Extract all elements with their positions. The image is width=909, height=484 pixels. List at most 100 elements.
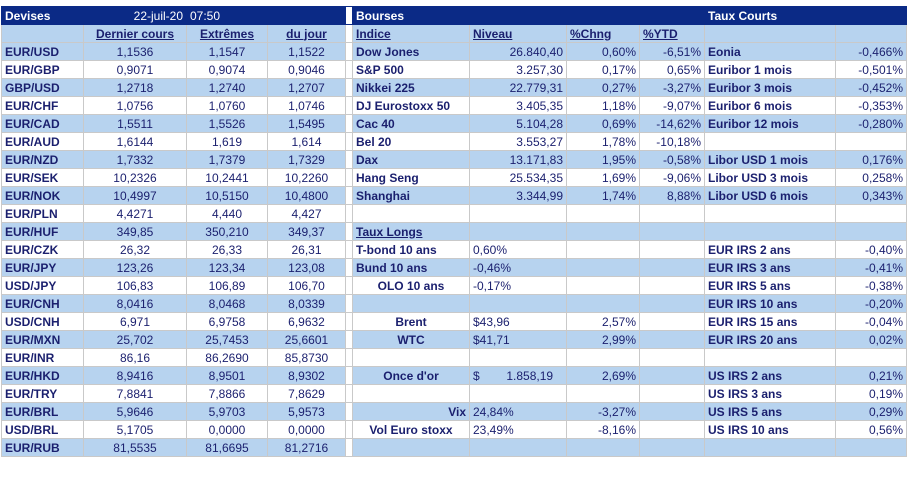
instrument-level [469,294,567,313]
day-high: 10,2441 [186,168,268,187]
pct-ytd [639,384,705,403]
instrument-name [352,384,470,403]
rate-name: EUR IRS 3 ans [704,258,836,277]
rate-value: -0,04% [835,312,907,331]
day-low: 25,6601 [267,330,346,349]
day-high: 350,210 [186,222,268,241]
currency-pair: EUR/BRL [1,402,84,421]
report-time: 07:50 [186,6,268,25]
rate-name: US IRS 10 ans [704,420,836,439]
day-high: 81,6695 [186,438,268,457]
day-high: 5,9703 [186,402,268,421]
day-low: 8,9302 [267,366,346,385]
day-low: 81,2716 [267,438,346,457]
instrument-name: DJ Eurostoxx 50 [352,96,470,115]
currency-pair: EUR/HKD [1,366,84,385]
instrument-level: 24,84% [469,402,567,421]
table-row: EUR/TRY 7,8841 7,8866 7,8629 US IRS 3 ans 0,1… [1,384,907,403]
instrument-level: 3.405,35 [469,96,567,115]
rate-name: EUR IRS 10 ans [704,294,836,313]
rate-value [835,348,907,367]
rate-name: Euribor 6 mois [704,96,836,115]
day-high: 1,5526 [186,114,268,133]
pct-ytd [639,276,705,295]
last-price: 26,32 [83,240,187,259]
currency-pair: EUR/USD [1,42,84,61]
rate-value: 0,02% [835,330,907,349]
day-high: 7,8866 [186,384,268,403]
instrument-name: Brent [352,312,470,331]
table-row: EUR/JPY 123,26 123,34 123,08 Bund 10 ans -0,4… [1,258,907,277]
table-row: EUR/USD 1,1536 1,1547 1,1522 Dow Jones 26.840… [1,42,907,61]
instrument-name: Vix [352,402,470,421]
pct-change: 1,74% [566,186,640,205]
pct-ytd: 8,88% [639,186,705,205]
instrument-name [352,438,470,457]
instrument-level: 5.104,28 [469,114,567,133]
day-high: 0,9074 [186,60,268,79]
pct-change: 1,78% [566,132,640,151]
currency-pair: EUR/HUF [1,222,84,241]
instrument-level [469,204,567,223]
instrument-level: 25.534,35 [469,168,567,187]
pct-change [566,276,640,295]
pct-change [566,294,640,313]
devises-title: Devises [1,6,84,25]
instrument-level: 23,49% [469,420,567,439]
rate-name: EUR IRS 15 ans [704,312,836,331]
pct-ytd [639,420,705,439]
last-price: 106,83 [83,276,187,295]
header-row: Devises 22-juil-20 07:50 Bourses Taux Co… [1,6,907,25]
instrument-level [469,384,567,403]
pct-change [566,384,640,403]
instrument-level: -0,17% [469,276,567,295]
instrument-name [352,294,470,313]
rate-value: -0,353% [835,96,907,115]
rate-name: Eonia [704,42,836,61]
currency-pair: EUR/NOK [1,186,84,205]
pct-change: 2,57% [566,312,640,331]
rate-name: US IRS 3 ans [704,384,836,403]
instrument-name [352,348,470,367]
col-niveau: Niveau [469,24,567,43]
last-price: 5,9646 [83,402,187,421]
last-price: 5,1705 [83,420,187,439]
instrument-name: Dax [352,150,470,169]
rate-value: -0,452% [835,78,907,97]
currency-pair: EUR/JPY [1,258,84,277]
pct-ytd [639,330,705,349]
day-high: 8,9501 [186,366,268,385]
market-table: Devises 22-juil-20 07:50 Bourses Taux Co… [1,6,907,457]
col-extremes: Extrêmes [186,24,268,43]
day-high: 123,34 [186,258,268,277]
taux-longs-title: Taux Longs [352,222,470,241]
instrument-level [469,438,567,457]
rate-name: EUR IRS 2 ans [704,240,836,259]
rate-name: Libor USD 6 mois [704,186,836,205]
pct-change: 1,95% [566,150,640,169]
day-low: 0,9046 [267,60,346,79]
col-dernier-cours: Dernier cours [83,24,187,43]
currency-pair: EUR/CNH [1,294,84,313]
instrument-level: -0,46% [469,258,567,277]
table-row: EUR/NZD 1,7332 1,7379 1,7329 Dax 13.171,83 1,9… [1,150,907,169]
pct-ytd: -9,06% [639,168,705,187]
table-row: EUR/SEK 10,2326 10,2441 10,2260 Hang Seng 25.… [1,168,907,187]
col-du-jour: du jour [267,24,346,43]
instrument-level: 22.779,31 [469,78,567,97]
day-high: 0,0000 [186,420,268,439]
currency-pair: EUR/MXN [1,330,84,349]
instrument-name: Vol Euro stoxx [352,420,470,439]
rate-name [704,204,836,223]
rate-name: Euribor 12 mois [704,114,836,133]
pct-ytd [639,294,705,313]
col-pct-chng: %Chng [566,24,640,43]
pct-ytd [639,312,705,331]
day-low: 1,1522 [267,42,346,61]
pct-change: -8,16% [566,420,640,439]
pct-change [566,240,640,259]
day-low: 85,8730 [267,348,346,367]
pct-change: 1,69% [566,168,640,187]
pct-ytd [639,348,705,367]
